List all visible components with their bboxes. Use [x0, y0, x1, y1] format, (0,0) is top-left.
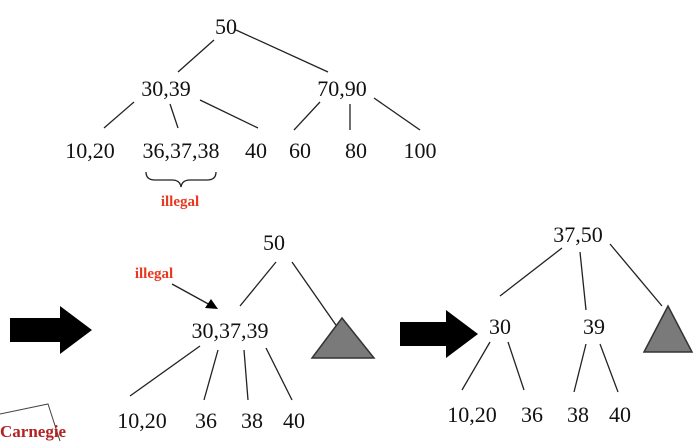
- tree-2-leaf-4: 40: [283, 408, 305, 433]
- edge-root-to-left: [177, 39, 215, 73]
- edge-root-to-node: [239, 261, 277, 307]
- tree-2-leaf-1: 10,20: [117, 408, 167, 433]
- tree-3: 37,50 30 39 10,20 36 38 40: [447, 222, 694, 427]
- tree-1-root: 50: [215, 14, 237, 39]
- tree-3-root: 37,50: [553, 222, 603, 247]
- corner-logo: Carnegie: [0, 403, 67, 441]
- edge-root-to-subtree: [291, 261, 339, 329]
- tree-1-illegal-note: illegal: [161, 194, 199, 210]
- edge-left-to-leaf1: [103, 101, 135, 129]
- edge-right-to-leaf3: [573, 343, 587, 393]
- edge-root-to-right: [235, 29, 329, 73]
- edge-left-to-leaf1: [461, 341, 491, 391]
- edge-left-to-leaf3: [199, 99, 259, 129]
- edge-node-to-leaf1: [129, 345, 201, 397]
- edge-node-to-leaf4: [265, 347, 293, 401]
- tree-3-leaf-4: 40: [609, 402, 631, 427]
- tree-1-leaf-4: 60: [289, 138, 311, 163]
- tree-2-leaf-2: 36: [195, 408, 217, 433]
- edge-left-to-leaf2: [169, 103, 179, 129]
- tree-1-edges: [103, 29, 421, 131]
- tree-3-leaf-1: 10,20: [447, 402, 497, 427]
- tree-2-root: 50: [263, 230, 285, 255]
- tree-1-leaf-2: 36,37,38: [143, 138, 220, 163]
- logo-outline: [0, 403, 61, 441]
- tree-2-illegal-note: illegal: [135, 266, 173, 282]
- tree-1: 50 30,39 70,90 10,20 36,37,38 40 60 80 1…: [65, 14, 436, 210]
- tree-1-leaf-1: 10,20: [65, 138, 115, 163]
- edge-root-to-subtree: [609, 243, 663, 307]
- transition-arrow-2: [400, 310, 478, 358]
- illegal-pointer-line: [171, 283, 213, 307]
- tree-2-leaf-3: 38: [241, 408, 263, 433]
- edge-node-to-leaf2: [203, 349, 219, 401]
- edge-right-to-leaf4: [293, 101, 321, 131]
- tree-1-right-node: 70,90: [317, 76, 367, 101]
- tree-3-subtree-triangle: [642, 304, 694, 353]
- edge-left-to-leaf2: [507, 341, 525, 391]
- tree-2-subtree-triangle: [310, 316, 376, 359]
- tree-2-node: 30,37,39: [192, 318, 269, 343]
- edge-node-to-leaf3: [243, 349, 249, 401]
- tree-1-leaf-3: 40: [245, 138, 267, 163]
- tree-3-left-node: 30: [489, 314, 511, 339]
- edge-root-to-right: [579, 251, 587, 311]
- edge-right-to-leaf4: [599, 343, 619, 393]
- tree-2: illegal 50 30,37,39 10,20 36 38 40: [117, 230, 376, 433]
- tree-3-leaf-2: 36: [521, 402, 543, 427]
- tree-3-right-node: 39: [583, 314, 605, 339]
- illegal-brace: [145, 171, 217, 188]
- tree-1-leaf-6: 100: [404, 138, 437, 163]
- edge-root-to-left: [499, 247, 563, 297]
- tree-1-leaf-5: 80: [345, 138, 367, 163]
- logo-text: Carnegie: [0, 422, 67, 441]
- tree-3-leaf-3: 38: [567, 402, 589, 427]
- edge-right-to-leaf6: [373, 97, 421, 131]
- transition-arrow-1: [10, 306, 92, 354]
- tree-1-left-node: 30,39: [141, 76, 191, 101]
- illegal-pointer-head: [205, 299, 218, 309]
